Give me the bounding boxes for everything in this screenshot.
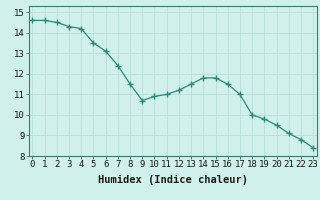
X-axis label: Humidex (Indice chaleur): Humidex (Indice chaleur) xyxy=(98,175,248,185)
